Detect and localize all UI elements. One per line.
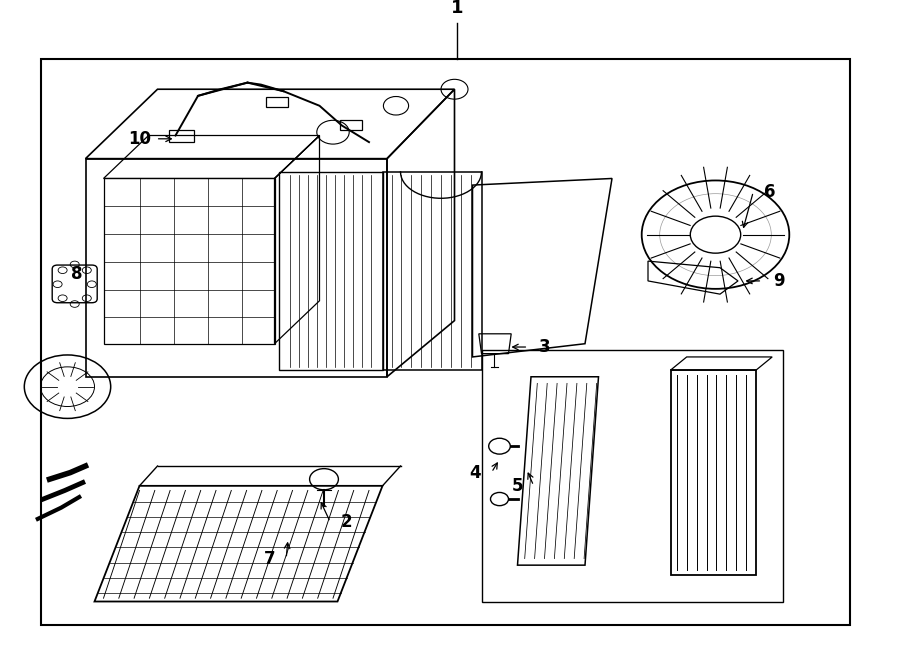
Bar xyxy=(40,59,850,625)
Text: 5: 5 xyxy=(512,477,523,495)
Text: 1: 1 xyxy=(451,0,464,17)
Bar xyxy=(482,350,783,602)
Text: 9: 9 xyxy=(773,272,784,290)
Bar xyxy=(340,120,362,130)
Text: 6: 6 xyxy=(764,182,775,201)
Text: 7: 7 xyxy=(265,549,275,568)
Text: 10: 10 xyxy=(128,130,151,148)
Text: 8: 8 xyxy=(71,265,82,284)
Circle shape xyxy=(489,438,510,454)
Text: 3: 3 xyxy=(539,338,550,356)
Bar xyxy=(266,97,288,107)
Text: 4: 4 xyxy=(470,463,481,482)
Text: 2: 2 xyxy=(341,513,352,531)
Circle shape xyxy=(491,492,508,506)
Bar xyxy=(169,130,194,142)
Circle shape xyxy=(690,216,741,253)
